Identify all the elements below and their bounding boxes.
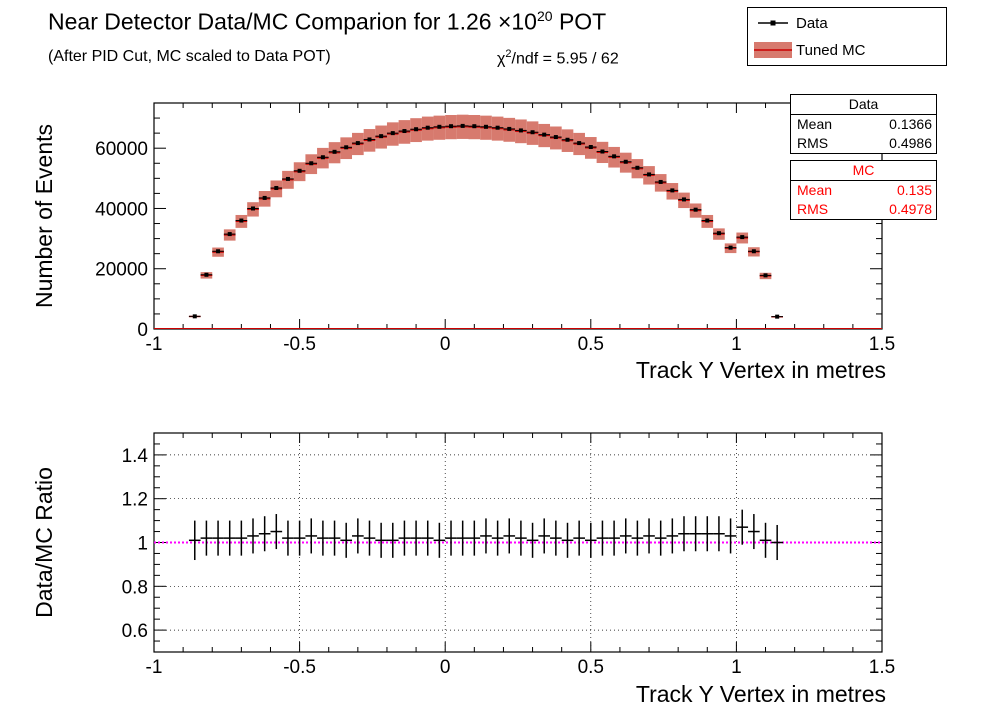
data-point: [251, 206, 256, 211]
y-tick-label: 0.6: [122, 621, 148, 642]
y-tick-label: 1.2: [122, 490, 148, 511]
y-axis-label: Data/MC Ratio: [31, 467, 57, 618]
data-point: [414, 127, 419, 132]
stats-box-mc: MC Mean 0.135 RMS 0.4978: [790, 160, 937, 220]
chart-subtitle: (After PID Cut, MC scaled to Data POT): [48, 48, 331, 65]
data-point: [553, 135, 558, 140]
stats-mc-title: MC: [791, 161, 936, 181]
y-tick-label: 1: [137, 534, 148, 555]
data-point: [681, 197, 686, 202]
x-tick-label: -0.5: [283, 657, 316, 678]
data-point: [751, 249, 756, 254]
x-tick-label: 1.5: [869, 334, 895, 355]
data-point: [658, 179, 663, 184]
chi-square-label: χ2/ndf = 5.95 / 62: [497, 48, 619, 68]
legend-mc-label: Tuned MC: [796, 42, 866, 59]
y-tick-label: 20000: [95, 260, 148, 281]
data-point: [588, 144, 593, 149]
y-tick-label: 0: [137, 320, 148, 341]
stats-mc-rms-value: 0.4978: [889, 201, 932, 217]
data-point: [274, 185, 279, 190]
data-point: [623, 159, 628, 164]
data-point: [390, 131, 395, 136]
data-point: [227, 232, 232, 237]
data-point: [693, 207, 698, 212]
data-point: [647, 172, 652, 177]
data-point: [612, 154, 617, 159]
data-point: [204, 272, 209, 277]
data-point: [379, 134, 384, 139]
x-tick-label: 0.5: [578, 657, 604, 678]
data-point: [437, 124, 442, 129]
stats-box-data: Data Mean 0.1366 RMS 0.4986: [790, 94, 937, 154]
data-point: [309, 161, 314, 166]
data-point: [600, 149, 605, 154]
data-point: [716, 231, 721, 236]
chart-title: Near Detector Data/MC Comparion for 1.26…: [48, 8, 607, 35]
stats-mc-mean-value: 0.135: [896, 182, 932, 198]
y-tick-label: 0.8: [122, 577, 148, 598]
data-point: [239, 218, 244, 223]
data-point: [472, 124, 477, 129]
data-point: [262, 195, 267, 200]
stats-mc-rms-label: RMS: [797, 201, 829, 217]
data-point: [320, 155, 325, 160]
data-point: [518, 128, 523, 133]
stats-mc-mean-label: Mean: [797, 182, 833, 198]
data-point: [495, 125, 500, 130]
x-axis-label: Track Y Vertex in metres: [636, 681, 886, 707]
mc-band-icon: [754, 42, 792, 58]
data-point: [425, 125, 430, 130]
x-tick-label: 0.5: [578, 334, 604, 355]
data-point: [355, 141, 360, 146]
data-point: [577, 141, 582, 146]
stats-data-mean-value: 0.1366: [889, 116, 932, 132]
x-tick-label: 0: [440, 657, 451, 678]
y-axis-label: Number of Events: [31, 124, 57, 308]
data-marker-icon: [758, 20, 788, 26]
x-axis-label: Track Y Vertex in metres: [636, 357, 886, 383]
data-point: [483, 124, 488, 129]
x-tick-label: -1: [146, 334, 163, 355]
stats-data-rms-value: 0.4986: [889, 135, 932, 151]
data-point: [367, 137, 372, 142]
data-point: [332, 149, 337, 154]
x-tick-label: 1: [731, 334, 742, 355]
y-tick-label: 40000: [95, 199, 148, 220]
data-point: [402, 129, 407, 134]
stats-data-mean-label: Mean: [797, 116, 833, 132]
x-tick-label: 0: [440, 334, 451, 355]
stats-data-rms-label: RMS: [797, 135, 829, 151]
stats-data-title: Data: [791, 95, 936, 115]
data-point: [507, 126, 512, 131]
data-point: [344, 145, 349, 150]
data-point: [449, 124, 454, 129]
data-point: [728, 245, 733, 250]
data-point: [297, 168, 302, 173]
data-point: [216, 249, 221, 254]
legend-entry-data: Data: [748, 10, 946, 36]
data-point: [285, 176, 290, 181]
data-point: [775, 314, 780, 319]
y-tick-label: 60000: [95, 139, 148, 160]
data-point: [635, 165, 640, 170]
x-tick-label: 1: [731, 657, 742, 678]
data-point: [763, 273, 768, 278]
x-tick-label: -1: [146, 657, 163, 678]
legend-data-label: Data: [796, 15, 828, 32]
data-point: [530, 130, 535, 135]
legend: Data Tuned MC: [747, 7, 947, 66]
data-point: [542, 132, 547, 137]
data-point: [740, 235, 745, 240]
y-tick-label: 1.4: [122, 446, 149, 467]
legend-entry-mc: Tuned MC: [748, 37, 946, 63]
data-point: [565, 137, 570, 142]
data-point: [460, 123, 465, 128]
data-point: [705, 218, 710, 223]
x-tick-label: -0.5: [283, 334, 316, 355]
x-tick-label: 1.5: [869, 657, 895, 678]
data-point: [192, 314, 197, 319]
data-point: [670, 188, 675, 193]
